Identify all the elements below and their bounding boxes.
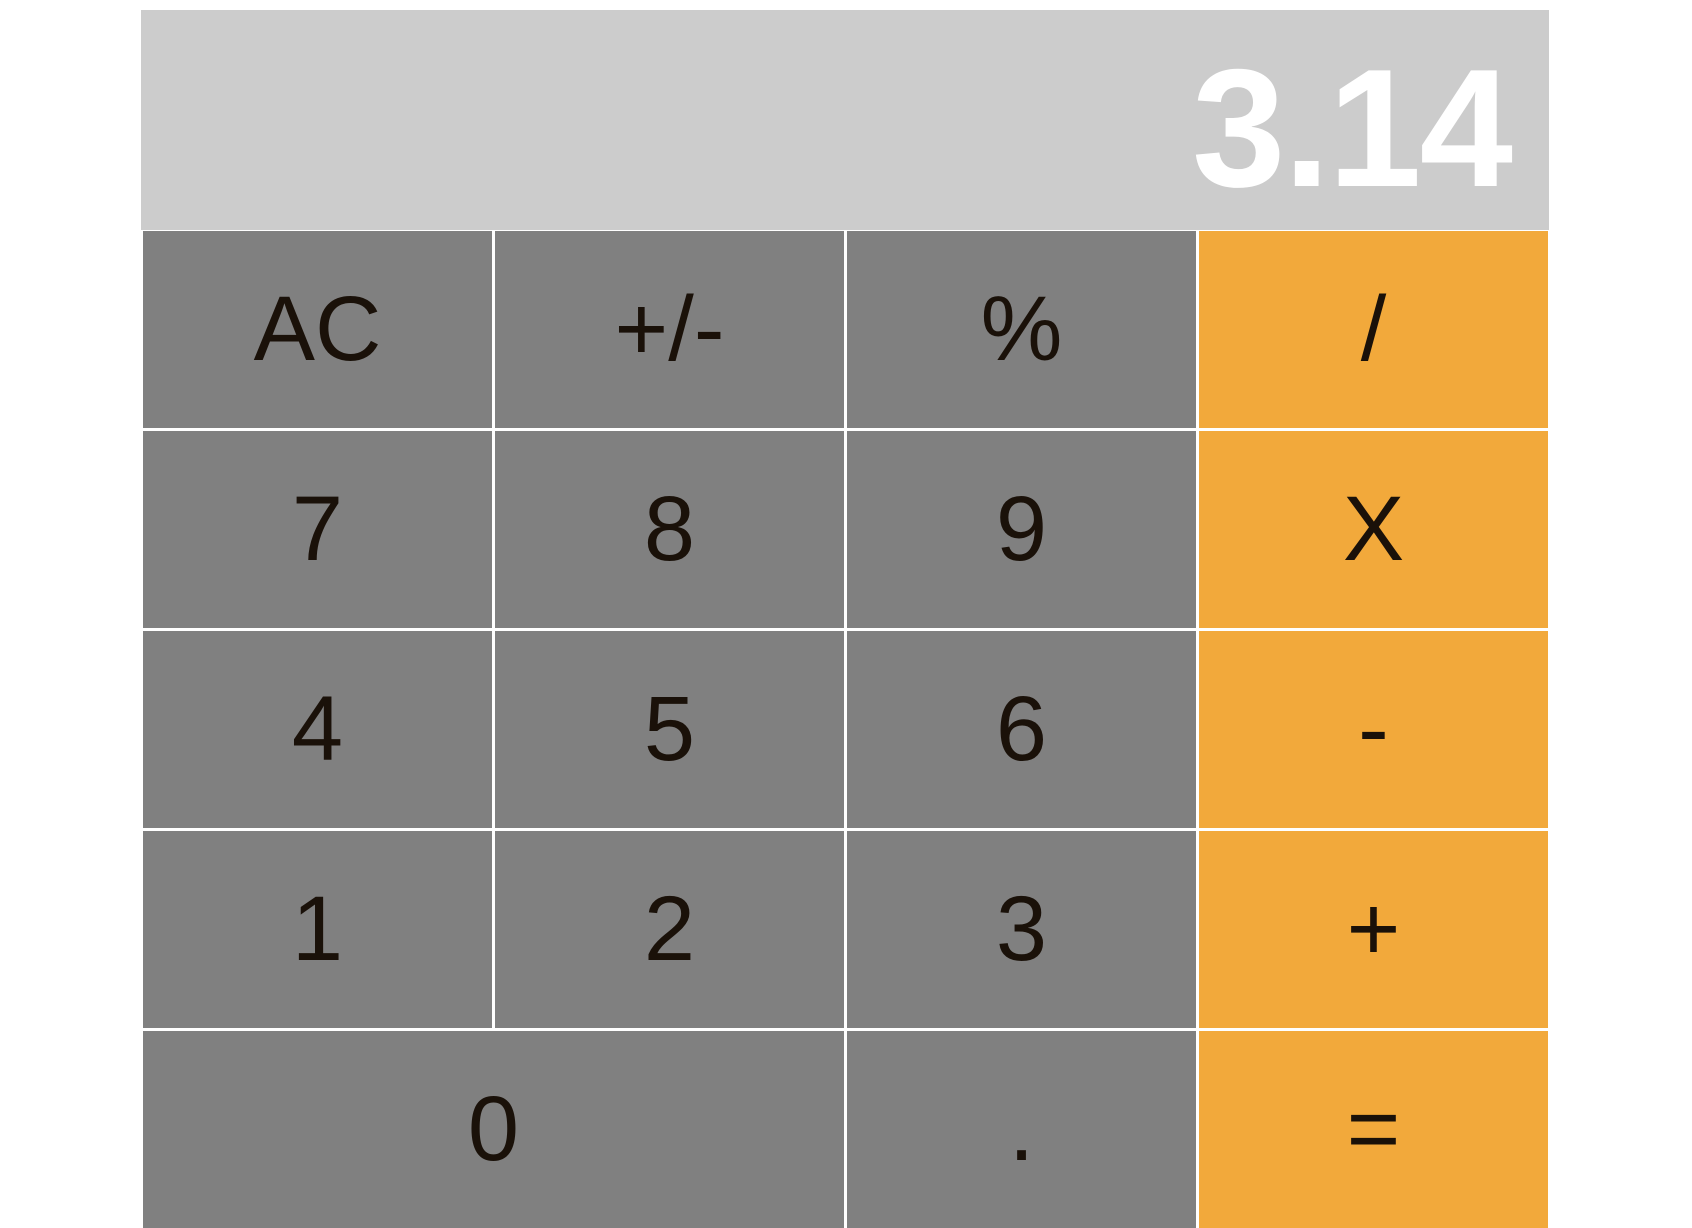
- decimal-button[interactable]: .: [847, 1031, 1196, 1228]
- digit-7-button[interactable]: 7: [143, 431, 492, 628]
- percent-button[interactable]: %: [847, 231, 1196, 428]
- display-value: 3.14: [1192, 34, 1513, 222]
- clear-button-label: AC: [253, 278, 382, 380]
- digit-0-button[interactable]: 0: [143, 1031, 844, 1228]
- digit-2-button[interactable]: 2: [495, 831, 844, 1028]
- digit-4-label: 4: [291, 678, 344, 780]
- subtract-button[interactable]: -: [1199, 631, 1548, 828]
- multiply-button-label: X: [1342, 478, 1405, 580]
- digit-7-label: 7: [291, 478, 344, 580]
- digit-1-label: 1: [291, 878, 344, 980]
- display: 3.14: [141, 10, 1549, 230]
- percent-button-label: %: [980, 278, 1063, 380]
- sign-toggle-button[interactable]: +/-: [495, 231, 844, 428]
- decimal-button-label: .: [1008, 1078, 1035, 1180]
- digit-1-button[interactable]: 1: [143, 831, 492, 1028]
- digit-5-button[interactable]: 5: [495, 631, 844, 828]
- divide-button-label: /: [1360, 278, 1387, 380]
- digit-3-label: 3: [995, 878, 1048, 980]
- divide-button[interactable]: /: [1199, 231, 1548, 428]
- digit-8-label: 8: [643, 478, 696, 580]
- calculator: 3.14 AC +/- % / 7 8 9 X 4 5 6 - 1 2 3 + …: [141, 10, 1549, 1228]
- digit-9-button[interactable]: 9: [847, 431, 1196, 628]
- digit-8-button[interactable]: 8: [495, 431, 844, 628]
- digit-6-button[interactable]: 6: [847, 631, 1196, 828]
- digit-3-button[interactable]: 3: [847, 831, 1196, 1028]
- clear-button[interactable]: AC: [143, 231, 492, 428]
- subtract-button-label: -: [1358, 678, 1389, 780]
- digit-2-label: 2: [643, 878, 696, 980]
- digit-4-button[interactable]: 4: [143, 631, 492, 828]
- add-button[interactable]: +: [1199, 831, 1548, 1028]
- add-button-label: +: [1346, 878, 1401, 980]
- digit-0-label: 0: [467, 1078, 520, 1180]
- digit-6-label: 6: [995, 678, 1048, 780]
- digit-9-label: 9: [995, 478, 1048, 580]
- keypad: AC +/- % / 7 8 9 X 4 5 6 - 1 2 3 + 0 . =: [141, 231, 1549, 1228]
- sign-toggle-button-label: +/-: [614, 278, 725, 380]
- equals-button[interactable]: =: [1199, 1031, 1548, 1228]
- equals-button-label: =: [1346, 1078, 1401, 1180]
- digit-5-label: 5: [643, 678, 696, 780]
- multiply-button[interactable]: X: [1199, 431, 1548, 628]
